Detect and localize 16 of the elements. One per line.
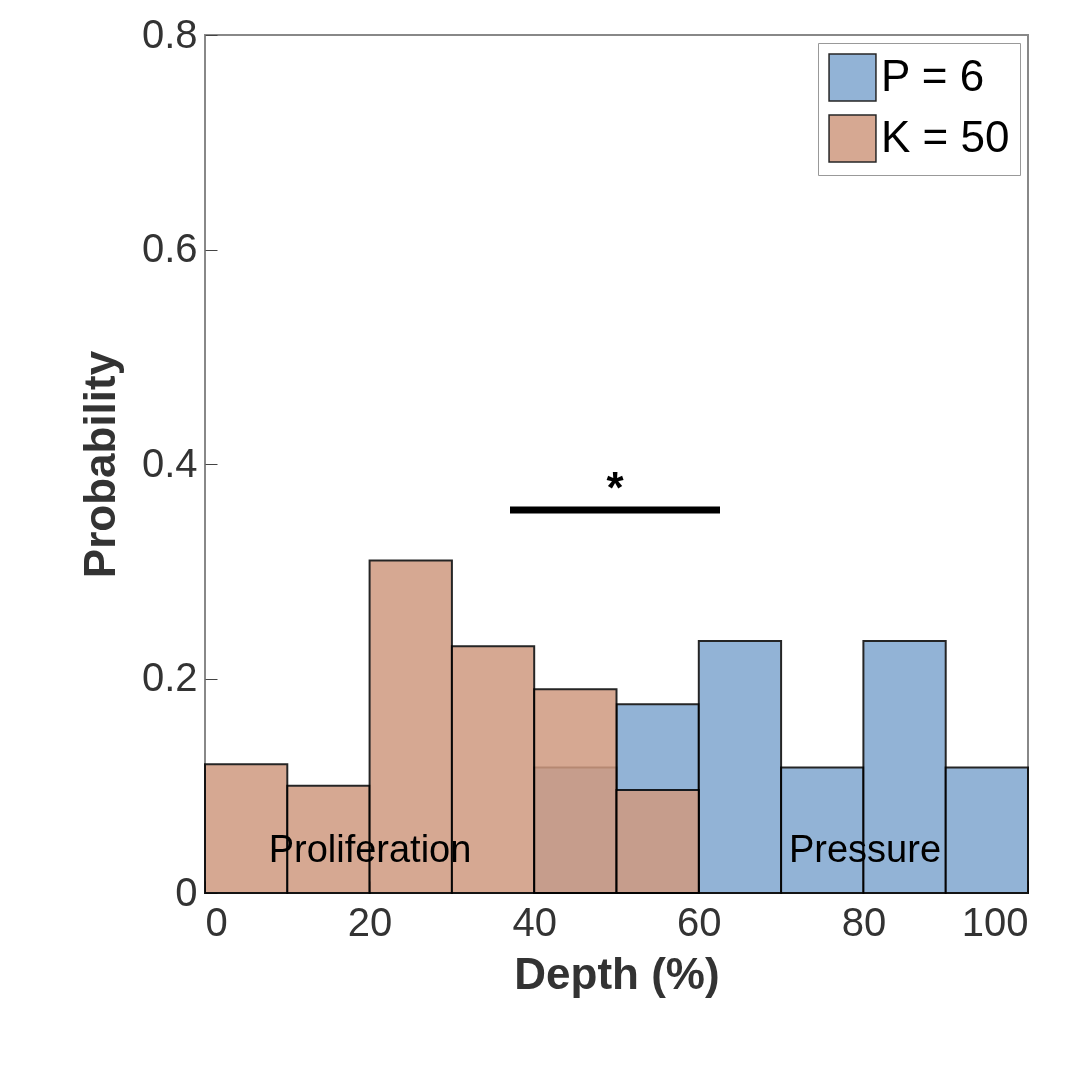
x-tick-label: 0	[205, 899, 228, 944]
annotation: *	[606, 463, 625, 512]
x-axis-title: Depth (%)	[514, 948, 720, 998]
x-tick-label: 20	[347, 899, 393, 944]
x-tick-label: 60	[677, 899, 722, 944]
y-tick-label: 0.6	[141, 226, 198, 270]
x-tick-label: 80	[841, 899, 887, 944]
x-tick-label: 40	[512, 899, 557, 944]
x-tick-label: 100	[961, 899, 1029, 944]
legend-label: P = 6	[881, 50, 985, 100]
y-tick-label: 0.8	[141, 11, 198, 56]
legend-label: K = 50	[881, 111, 1010, 161]
y-tick-label: 0	[175, 869, 198, 914]
y-tick-label: 0.2	[141, 655, 198, 699]
y-axis-title: Probability	[74, 350, 124, 579]
y-tick-label: 0.4	[141, 440, 198, 485]
